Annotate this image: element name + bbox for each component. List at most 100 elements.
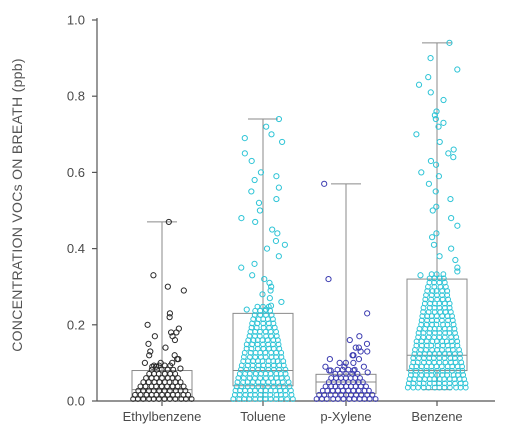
y-tick-label: 0.2 <box>67 317 85 332</box>
data-point <box>441 334 448 341</box>
data-point <box>412 372 419 378</box>
data-point <box>372 396 379 402</box>
data-point <box>159 375 165 381</box>
data-point <box>360 379 366 386</box>
data-point <box>431 283 438 290</box>
data-point <box>177 365 184 372</box>
data-point <box>341 363 348 370</box>
data-point <box>262 354 269 360</box>
data-point <box>427 89 434 96</box>
data-point <box>156 396 162 402</box>
data-point <box>357 348 364 355</box>
data-point <box>282 391 289 398</box>
data-point <box>439 346 445 353</box>
data-point <box>450 346 456 353</box>
data-point <box>251 260 258 267</box>
data-point <box>433 338 440 345</box>
data-point <box>253 324 260 331</box>
data-point <box>418 367 424 374</box>
data-point <box>427 157 435 165</box>
data-point <box>413 131 420 138</box>
data-point <box>462 384 469 391</box>
data-point <box>158 366 165 373</box>
data-point <box>278 354 285 360</box>
data-point <box>274 230 281 237</box>
data-point <box>246 375 253 381</box>
data-point <box>432 161 440 168</box>
data-point <box>167 387 173 394</box>
data-point <box>265 383 271 390</box>
data-point <box>241 135 248 142</box>
data-point <box>279 138 286 146</box>
data-point <box>175 375 181 381</box>
data-point <box>278 396 285 402</box>
data-point <box>434 296 440 303</box>
data-point <box>180 383 187 390</box>
data-point <box>323 396 330 402</box>
data-point <box>450 154 457 161</box>
data-point <box>433 108 440 115</box>
data-point <box>426 330 433 336</box>
x-tick-label: Toluene <box>240 409 286 424</box>
data-point <box>257 396 264 402</box>
data-point <box>436 330 443 336</box>
data-point <box>322 383 329 390</box>
data-point <box>440 271 447 278</box>
y-tick-label: 0.6 <box>67 165 85 180</box>
data-point <box>448 245 455 252</box>
data-point <box>420 309 426 315</box>
data-point <box>145 379 152 386</box>
data-point <box>446 330 453 336</box>
data-point <box>156 379 163 386</box>
data-point <box>342 359 349 366</box>
data-point <box>434 367 440 374</box>
data-point <box>276 345 283 352</box>
data-point <box>436 359 443 366</box>
data-point <box>429 207 436 214</box>
data-point <box>255 199 263 206</box>
data-point <box>257 169 265 176</box>
data-point <box>447 384 453 391</box>
data-point <box>153 391 160 398</box>
data-point <box>267 391 274 398</box>
data-point <box>147 348 154 355</box>
data-point <box>357 375 363 381</box>
data-point <box>452 330 458 336</box>
data-point <box>140 387 147 394</box>
data-point <box>428 296 435 303</box>
data-point <box>436 380 443 387</box>
data-point <box>270 320 277 327</box>
data-point <box>276 366 282 373</box>
data-point <box>252 387 258 394</box>
data-point <box>288 391 295 398</box>
data-point <box>459 367 466 374</box>
data-point <box>418 321 425 328</box>
data-point <box>364 310 371 317</box>
data-point <box>433 203 440 210</box>
data-point <box>275 253 282 260</box>
data-point <box>270 383 277 390</box>
data-point <box>257 328 263 335</box>
data-point <box>425 74 432 81</box>
data-point <box>162 344 169 351</box>
data-point <box>175 325 182 332</box>
data-point <box>413 342 420 349</box>
data-point <box>452 359 459 366</box>
data-point <box>159 391 165 398</box>
data-point <box>256 333 263 339</box>
data-point <box>248 188 255 195</box>
data-point <box>328 383 335 390</box>
data-point <box>265 362 272 369</box>
data-point <box>427 55 434 62</box>
data-point <box>257 312 264 318</box>
data-point <box>411 351 418 357</box>
data-point <box>180 287 187 294</box>
data-point <box>165 218 172 226</box>
data-point <box>321 180 328 187</box>
data-point <box>254 345 261 352</box>
data-point <box>265 366 272 373</box>
data-point <box>146 352 153 359</box>
data-point <box>436 279 443 286</box>
data-point <box>420 334 427 341</box>
